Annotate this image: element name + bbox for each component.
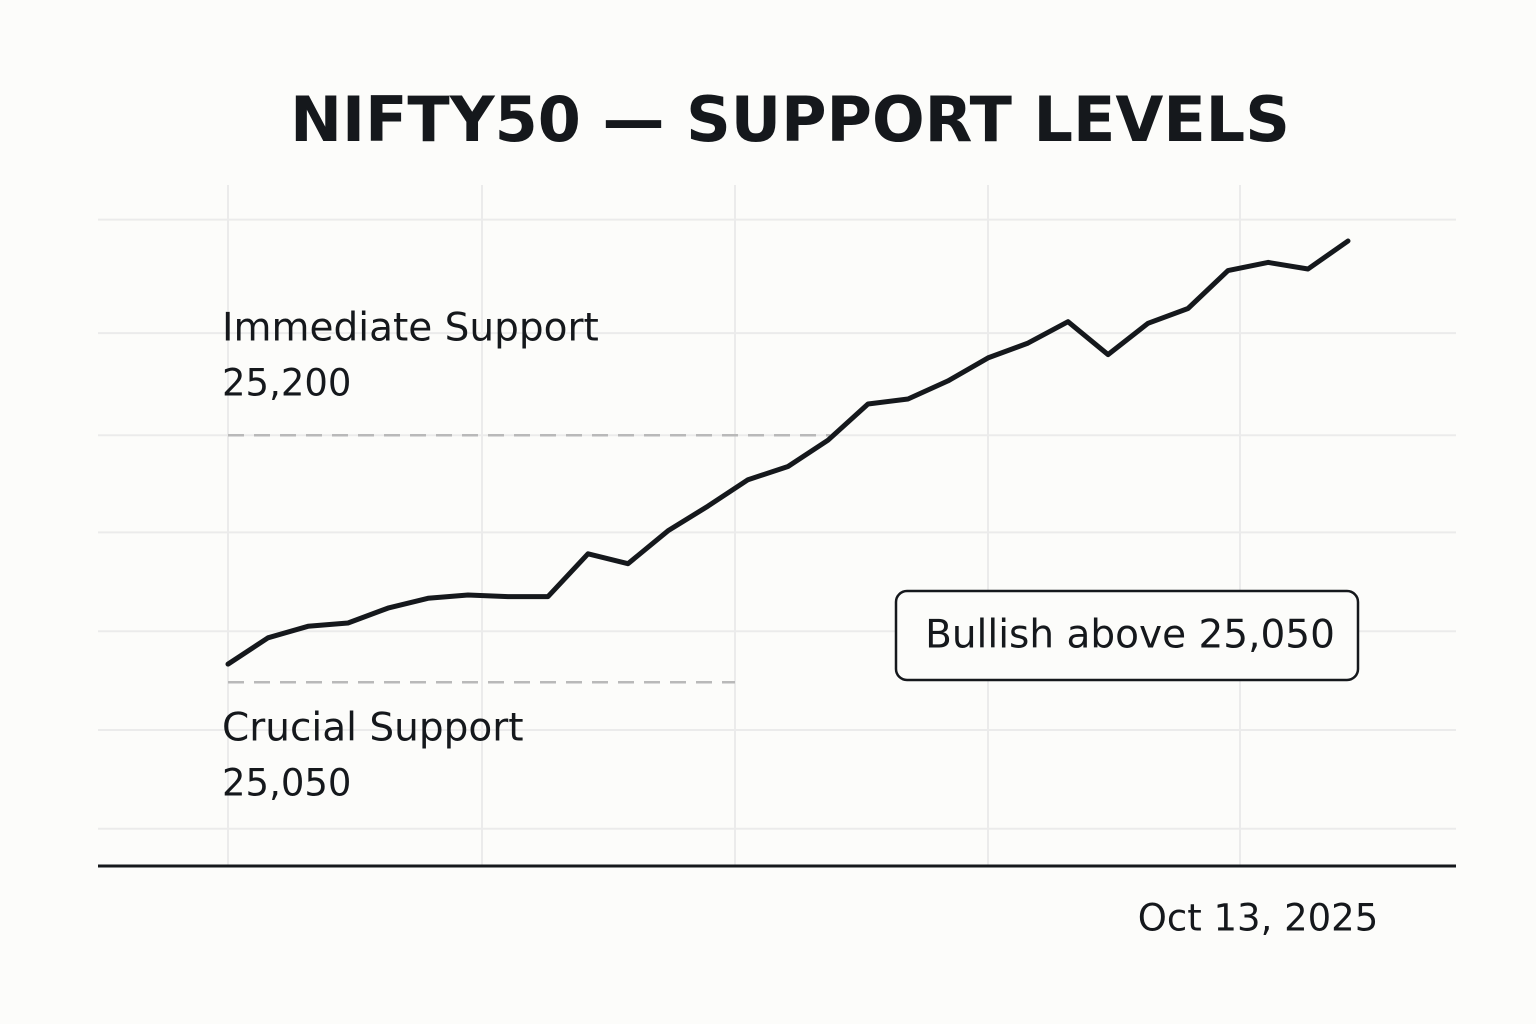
date-label: Oct 13, 2025 [1138, 897, 1379, 940]
support-value: 25,200 [222, 362, 351, 405]
support-value: 25,050 [222, 762, 351, 805]
callout-text: Bullish above 25,050 [925, 613, 1335, 658]
support-label: Immediate Support [222, 306, 599, 351]
chart-title: NIFTY50 — SUPPORT LEVELS [290, 83, 1290, 156]
support-label: Crucial Support [222, 706, 524, 751]
price-line [225, 238, 1351, 667]
vertical-grid [227, 185, 1241, 865]
callout-box [894, 589, 1360, 682]
